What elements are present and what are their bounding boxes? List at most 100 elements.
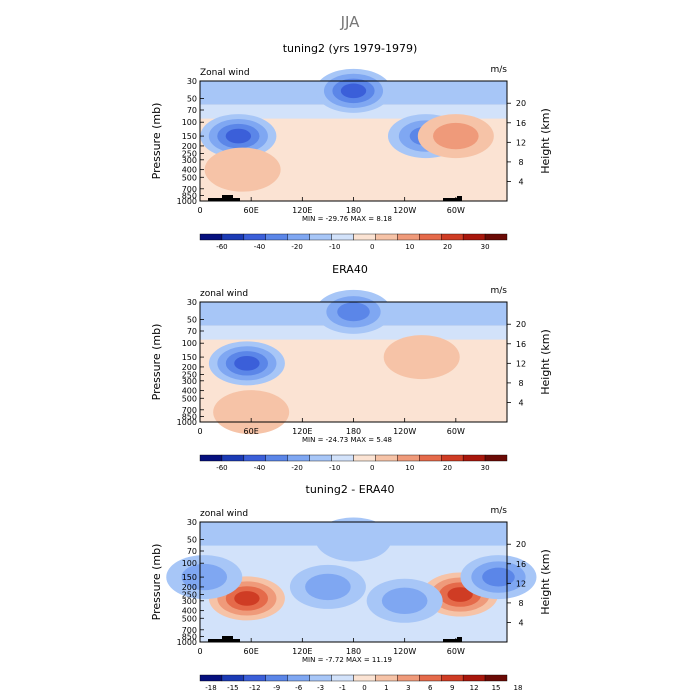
variable-label: zonal wind [200,509,248,519]
colorbar-swatch [243,233,266,241]
colorbar-label: 6 [428,684,433,692]
min-max-stats: MIN = -24.73 MAX = 5.48 [302,436,392,444]
y2-axis-label: Height (km) [539,549,552,615]
colorbar-label: 30 [481,243,490,251]
colorbar-swatch [462,674,486,682]
colorbar-swatch [243,454,266,462]
contour-region [204,147,281,192]
colorbar-swatch [397,233,420,241]
y2-tick-label: 8 [518,599,523,608]
topography [222,195,233,201]
y-tick-label: 30 [187,77,197,86]
topography [457,637,462,642]
x-tick-label: 60W [447,647,465,656]
colorbar-label: -12 [249,684,260,692]
x-tick-label: 60W [447,206,465,215]
y-tick-label: 500 [182,394,197,403]
x-tick-label: 180 [346,427,361,436]
contour-region [305,573,351,601]
colorbar-swatch [419,674,442,682]
colorbar-swatch [309,233,332,241]
colorbar-swatch [441,674,464,682]
colorbar-swatch [397,454,420,462]
y-tick-label: 1000 [177,197,197,206]
colorbar-swatch [419,454,442,462]
min-max-stats: MIN = -7.72 MAX = 11.19 [302,656,392,664]
y-tick-label: 200 [182,142,197,151]
y2-axis-label: Height (km) [539,108,552,174]
variable-label: zonal wind [200,289,248,299]
colorbar-label: -20 [291,243,302,251]
y-tick-label: 500 [182,614,197,623]
y-tick-label: 50 [187,535,197,544]
y2-tick-label: 20 [516,540,526,549]
colorbar-label: 0 [370,464,374,472]
y2-tick-label: 16 [516,340,526,349]
y-tick-label: 300 [182,597,197,606]
y2-tick-label: 4 [518,177,523,186]
x-tick-label: 120W [393,647,416,656]
colorbar-swatch [331,233,354,241]
contour-region [381,587,428,614]
y-axis-label: Pressure (mb) [150,324,163,401]
colorbar-swatch [353,674,376,682]
colorbar-label: 0 [362,684,366,692]
y2-tick-label: 8 [518,379,523,388]
y-tick-label: 100 [182,339,197,348]
y-tick-label: 400 [182,607,197,616]
x-tick-label: 120E [292,206,312,215]
colorbar-label: -40 [254,464,265,472]
y-tick-label: 850 [182,632,197,641]
colorbar-label: 30 [481,464,490,472]
x-tick-label: 0 [197,206,202,215]
y-tick-label: 200 [182,363,197,372]
colorbar-swatch [309,674,332,682]
colorbar-swatch [309,454,332,462]
x-tick-label: 60E [244,206,259,215]
colorbar-label: 20 [443,243,452,251]
min-max-stats: MIN = -29.76 MAX = 8.18 [302,215,392,223]
chart-title: ERA40 [332,263,368,276]
colorbar-label: 1 [384,684,388,692]
colorbar-swatch [199,674,223,682]
colorbar-label: 20 [443,464,452,472]
units-label: m/s [491,506,508,516]
colorbar-label: -20 [291,464,302,472]
colorbar-swatch [199,233,223,241]
x-tick-label: 60E [244,427,259,436]
chart-title: tuning2 (yrs 1979-1979) [283,42,418,55]
x-tick-label: 120W [393,206,416,215]
colorbar-label: 0 [370,243,374,251]
contour-region [383,335,460,380]
colorbar-label: 9 [450,684,454,692]
contour-region [337,302,370,322]
contour-region [234,591,260,606]
colorbar-label: -15 [227,684,238,692]
colorbar-label: 18 [514,684,523,692]
colorbar-swatch [375,674,398,682]
colorbar-label: -60 [216,243,227,251]
y2-axis-label: Height (km) [539,329,552,395]
contour-region [447,587,473,602]
topography [443,639,458,642]
colorbar-swatch [221,454,245,462]
colorbar-swatch [265,674,288,682]
colorbar-swatch [199,454,223,462]
colorbar-label: -10 [329,243,340,251]
colorbar-swatch [462,454,486,462]
y-tick-label: 500 [182,173,197,182]
colorbar-label: 15 [492,684,501,692]
colorbar-label: -1 [339,684,346,692]
y-tick-label: 700 [182,626,197,635]
contour-region [225,128,252,144]
x-tick-label: 180 [346,647,361,656]
y-tick-label: 700 [182,185,197,194]
colorbar-label: -40 [254,243,265,251]
x-tick-label: 180 [346,206,361,215]
y-tick-label: 70 [187,327,197,336]
x-tick-label: 0 [197,647,202,656]
colorbar-label: 12 [470,684,479,692]
units-label: m/s [491,65,508,75]
colorbar-swatch [484,454,508,462]
contour-region [181,563,228,591]
